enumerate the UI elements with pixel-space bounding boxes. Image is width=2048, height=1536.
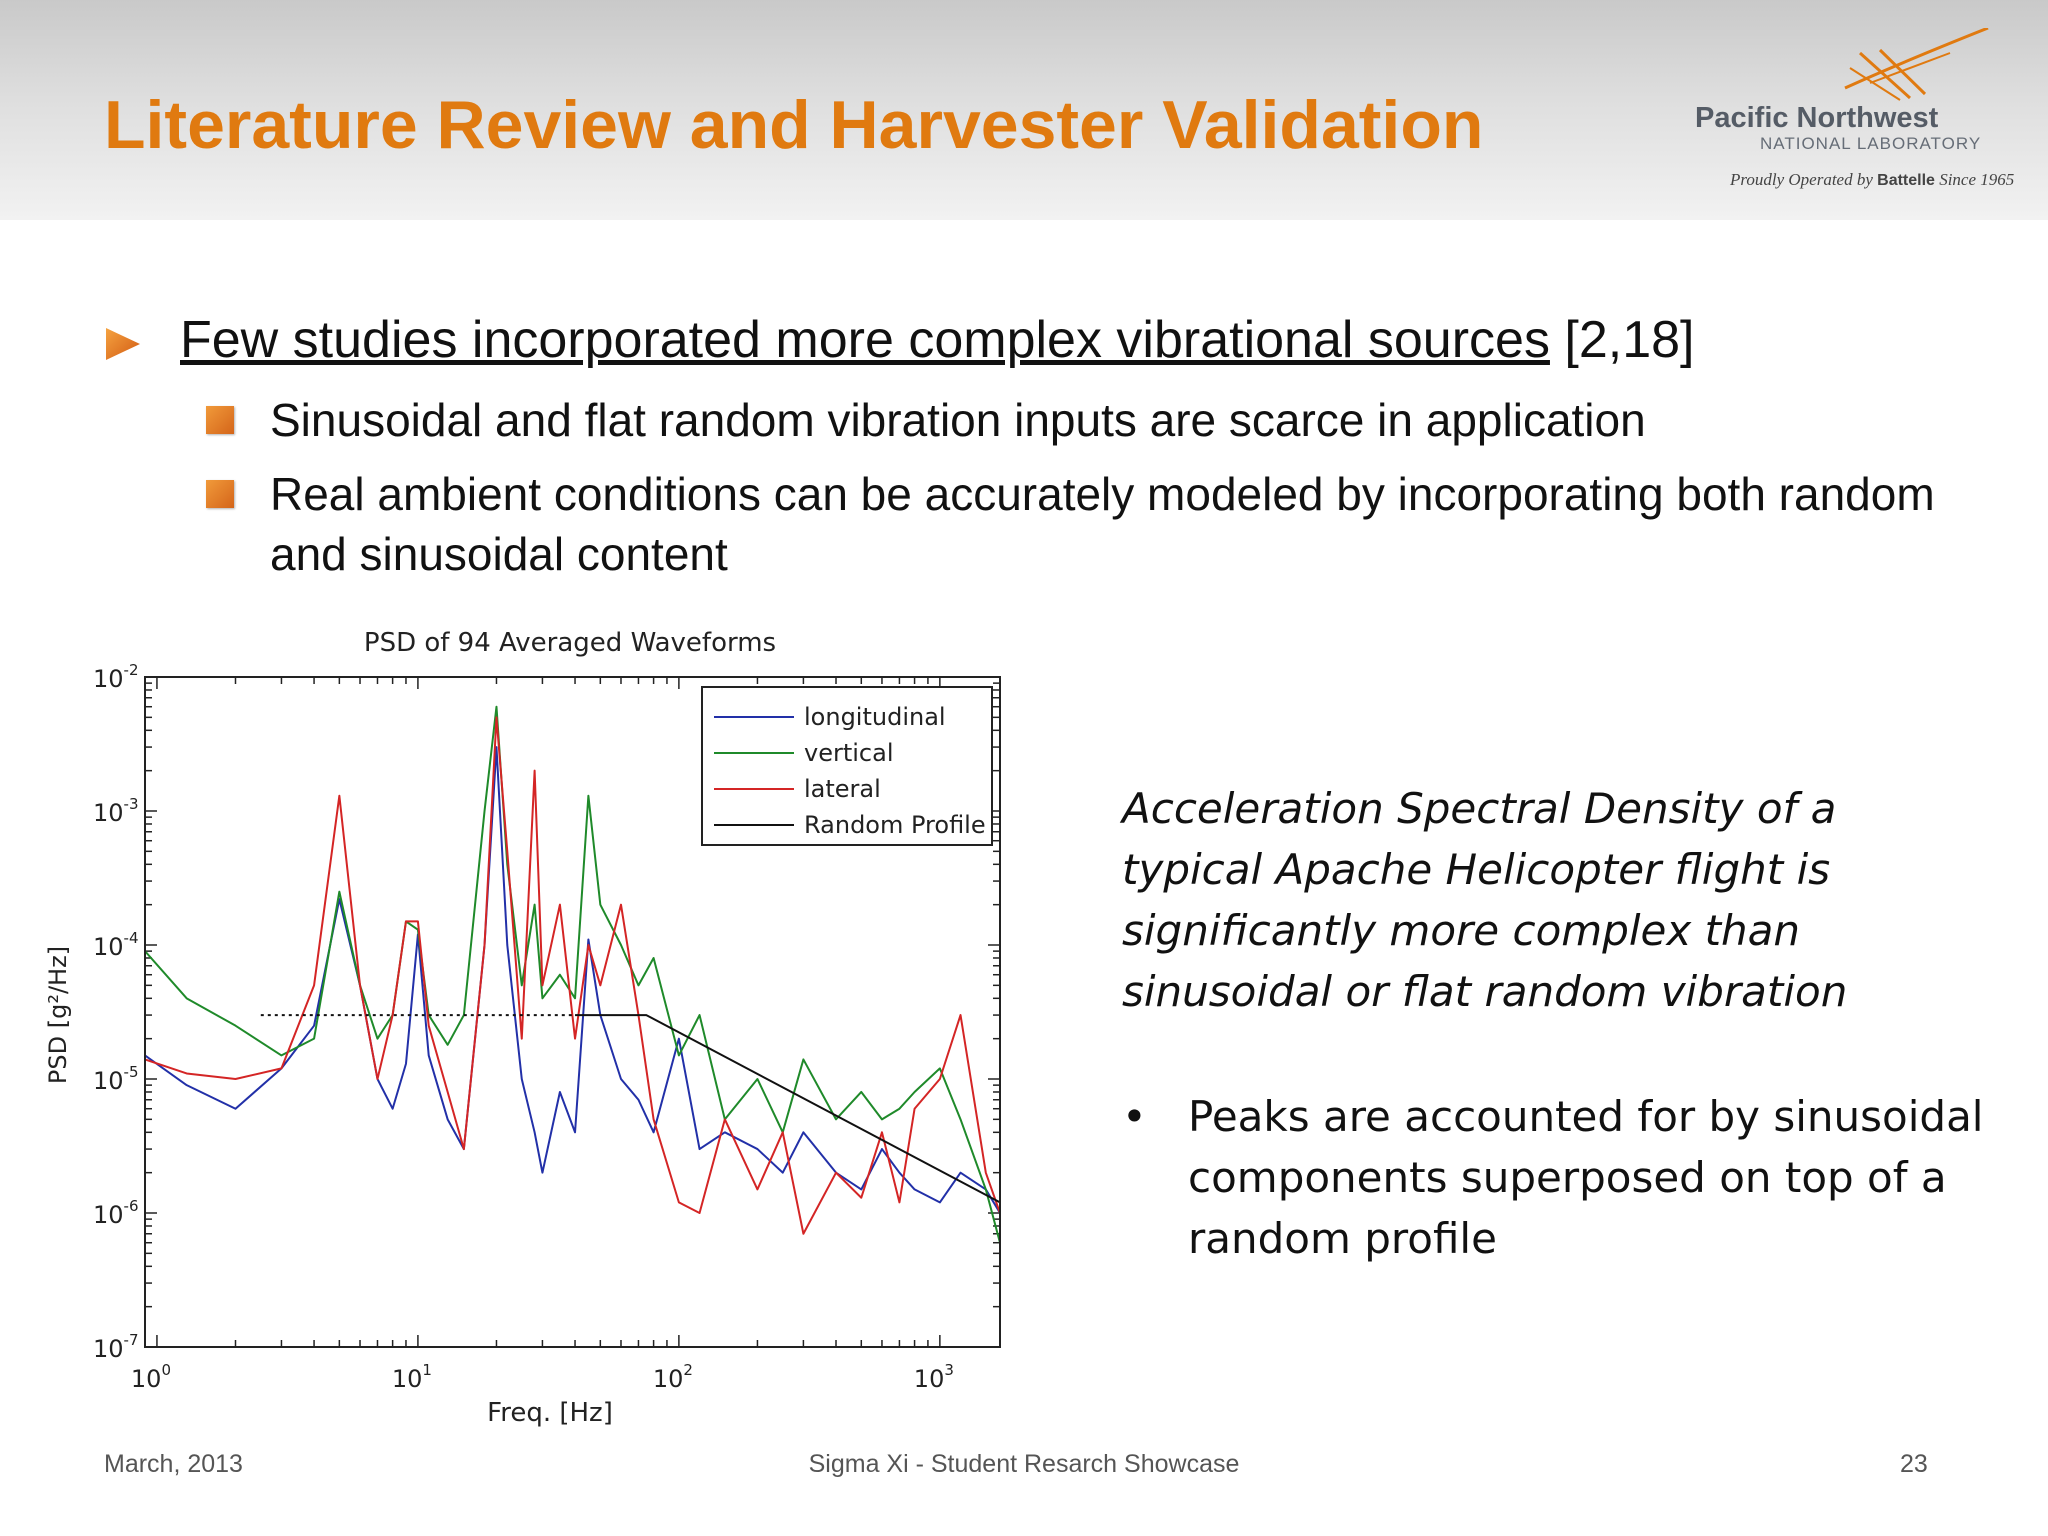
- legend-random-profile-label: Random Profile: [804, 811, 986, 839]
- footer-date: March, 2013: [104, 1450, 243, 1478]
- chart-legend: longitudinal vertical lateral Random Profil…: [701, 686, 993, 846]
- x-tick-label: 103: [914, 1361, 954, 1393]
- sub-bullet-1: Sinusoidal and flat random vibration inp…: [270, 394, 1646, 446]
- legend-box: [701, 686, 993, 846]
- pnnl-logo-icon: [1844, 28, 1989, 101]
- series-random-profile-line: [575, 1014, 1000, 1204]
- y-tick-label: 10-5: [93, 1063, 139, 1095]
- chart-xlabel: Freq. [Hz]: [487, 1398, 613, 1428]
- chart-ylabel: PSD [g²/Hz]: [44, 946, 72, 1084]
- caption-bullet: •: [1122, 1092, 1147, 1141]
- y-tick-label: 10-6: [93, 1197, 139, 1229]
- y-tick-label: 10-4: [93, 929, 139, 961]
- y-tick-label: 10-7: [93, 1331, 139, 1363]
- bullet-1-citation: [2,18]: [1549, 311, 1695, 369]
- footer-page-number: 23: [1900, 1450, 1928, 1478]
- arrow-right-icon: [106, 328, 140, 360]
- chart-caption: Acceleration Spectral Density of a typic…: [1122, 784, 1848, 1016]
- title-bar: [0, 0, 2048, 220]
- x-tick-label: 100: [131, 1361, 171, 1393]
- series-vertical-line: [145, 705, 1000, 1243]
- logo-line-2: NATIONAL LABORATORY: [1760, 134, 1982, 153]
- bullet-1: Few studies incorporated more complex vi…: [180, 310, 1695, 370]
- square-bullet-icon: [206, 480, 234, 508]
- legend-vertical-label: vertical: [804, 739, 893, 767]
- y-tick-label: 10-3: [93, 795, 139, 827]
- series-lateral-line: [145, 716, 1000, 1235]
- y-tick-label: 10-2: [93, 661, 139, 693]
- logo-line-1: Pacific Northwest: [1695, 102, 1939, 134]
- logo-line-3: Proudly Operated by Battelle Since 1965: [1730, 170, 2015, 189]
- chart-title: PSD of 94 Averaged Waveforms: [364, 628, 776, 658]
- psd-chart: 100 101 102 103 10-2 10-3 10-4 10-5 10-6 10-7 PSD…: [44, 628, 1001, 1428]
- legend-longitudinal-label: longitudinal: [804, 703, 946, 731]
- x-tick-label: 102: [653, 1361, 693, 1393]
- square-bullet-icon: [206, 406, 234, 434]
- slide-title: Literature Review and Harvester Validati…: [104, 87, 1484, 163]
- plot-frame: [144, 676, 1001, 1348]
- chart-subcaption: Peaks are accounted for by sinusoidal co…: [1188, 1092, 1984, 1263]
- legend-lateral-label: lateral: [804, 775, 881, 803]
- pnnl-logo: Pacific Northwest NATIONAL LABORATORY Pr…: [1680, 28, 2030, 198]
- x-tick-label: 101: [392, 1361, 432, 1393]
- bullet-1-underlined: Few studies incorporated more complex vi…: [180, 311, 1550, 369]
- sub-bullet-2: Real ambient conditions can be accuratel…: [270, 468, 1935, 580]
- footer-event: Sigma Xi - Student Resarch Showcase: [808, 1450, 1240, 1478]
